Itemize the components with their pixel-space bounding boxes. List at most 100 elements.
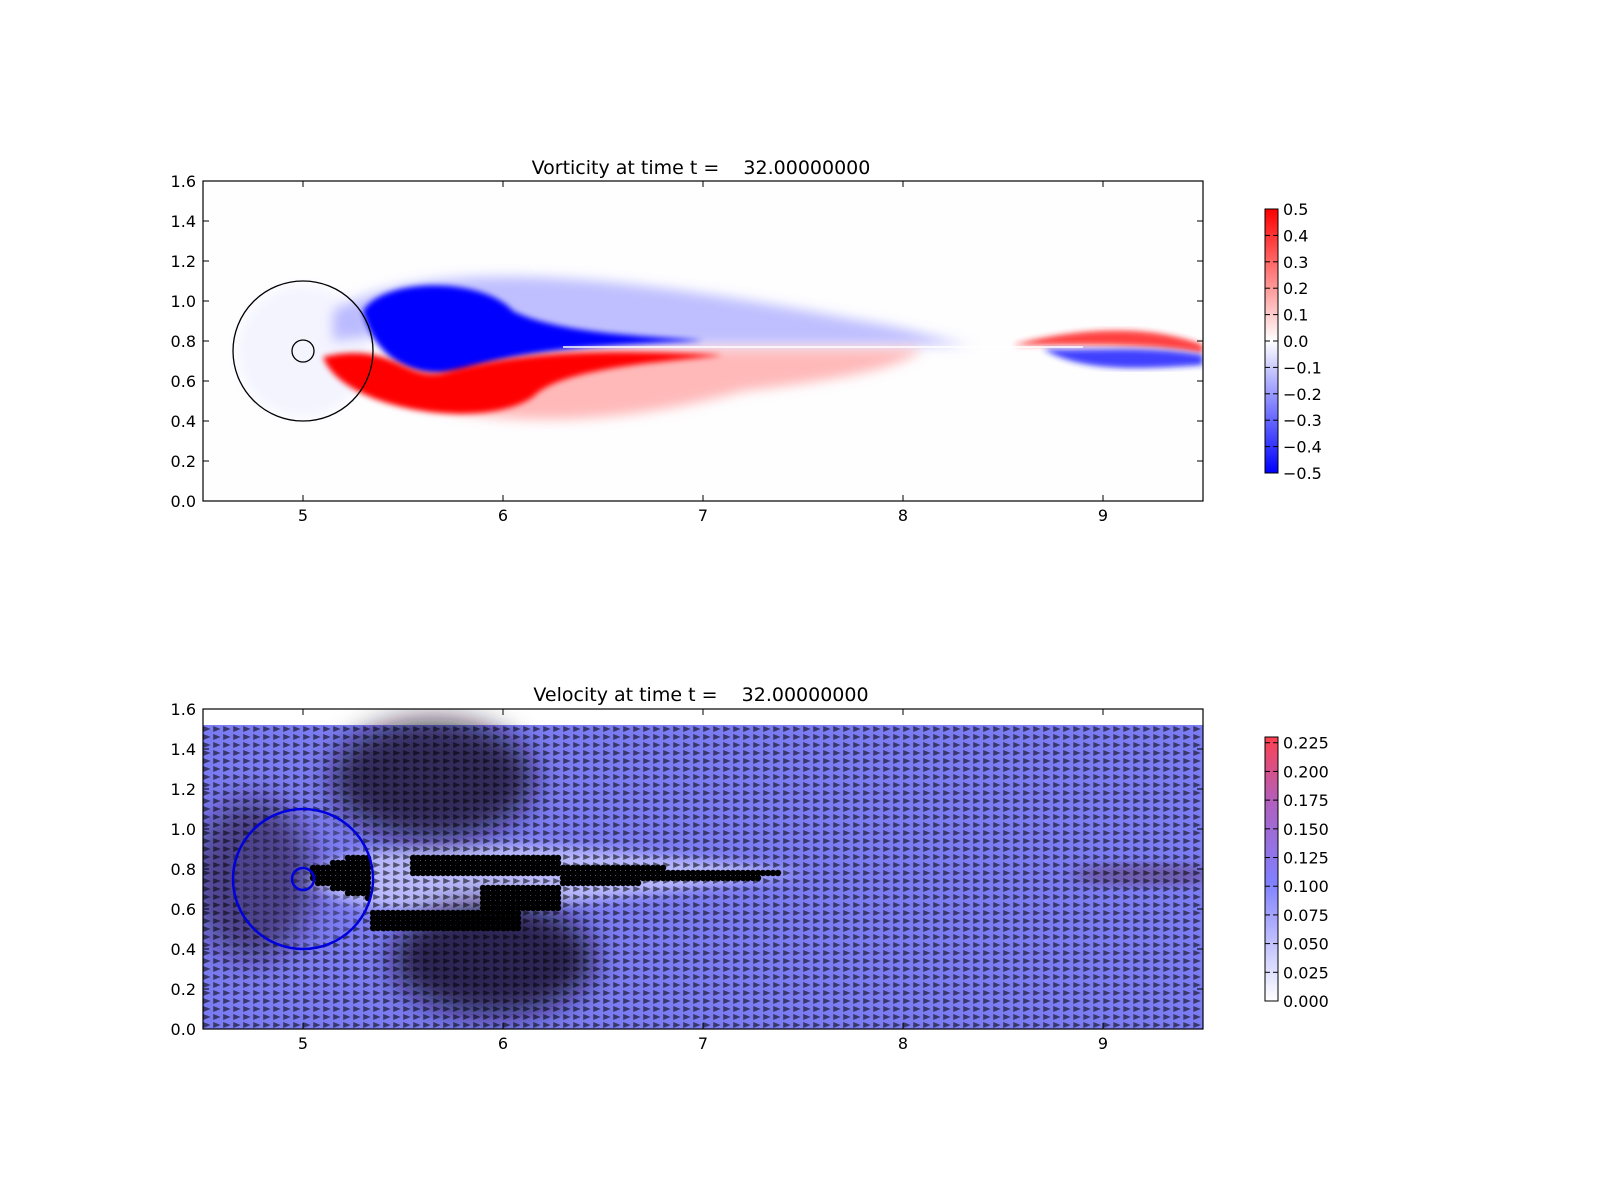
quiver-arrow [403, 998, 411, 1004]
quiver-arrow [1113, 790, 1121, 796]
quiver-arrow [1003, 1014, 1011, 1020]
quiver-arrow [723, 838, 731, 844]
quiver-arrow [893, 750, 901, 756]
wake-marker-dot [459, 869, 467, 877]
quiver-arrow [993, 950, 1001, 956]
quiver-arrow [1043, 1014, 1051, 1020]
quiver-arrow [1033, 742, 1041, 748]
quiver-arrow [783, 950, 791, 956]
quiver-arrow [863, 926, 871, 932]
quiver-arrow [1073, 734, 1081, 740]
quiver-arrow [433, 734, 441, 740]
quiver-arrow [1063, 726, 1071, 732]
quiver-arrow [1023, 854, 1031, 860]
quiver-arrow [653, 998, 661, 1004]
quiver-arrow [323, 854, 331, 860]
wake-marker-dot [424, 854, 432, 862]
wake-marker-dot [594, 864, 602, 872]
quiver-arrow [573, 774, 581, 780]
quiver-arrow [643, 974, 651, 980]
cylinder-circle [290, 866, 316, 892]
quiver-arrow [313, 926, 321, 932]
wake-marker-dot [334, 879, 342, 887]
quiver-arrow [213, 886, 221, 892]
wake-marker-dot [439, 919, 447, 927]
quiver-arrow [1193, 902, 1201, 908]
quiver-arrow [1043, 926, 1051, 932]
quiver-arrow [383, 966, 391, 972]
quiver-arrow [943, 1022, 951, 1028]
quiver-arrow [743, 1006, 751, 1012]
quiver-arrow [1183, 806, 1191, 812]
quiver-arrow [1193, 830, 1201, 836]
quiver-arrow [1193, 838, 1201, 844]
quiver-arrow [963, 958, 971, 964]
x-tick-label: 7 [698, 1034, 708, 1053]
quiver-arrow [953, 926, 961, 932]
quiver-arrow [563, 894, 571, 900]
quiver-arrow [923, 854, 931, 860]
quiver-arrow [583, 1022, 591, 1028]
quiver-arrow [293, 958, 301, 964]
quiver-arrow [1103, 838, 1111, 844]
quiver-arrow [883, 966, 891, 972]
quiver-arrow [643, 998, 651, 1004]
quiver-arrow [423, 734, 431, 740]
quiver-arrow [1123, 854, 1131, 860]
wake-marker-dot [409, 909, 417, 917]
quiver-arrow [973, 998, 981, 1004]
wake-marker-dot [709, 869, 717, 877]
quiver-arrow [283, 886, 291, 892]
quiver-arrow [953, 982, 961, 988]
quiver-arrow [543, 878, 551, 884]
quiver-arrow [563, 942, 571, 948]
quiver-arrow [293, 974, 301, 980]
wake-marker-dot [314, 874, 322, 882]
wake-marker-dot [744, 869, 752, 877]
quiver-arrow [1083, 758, 1091, 764]
wake-marker-dot [464, 919, 472, 927]
wake-marker-dot [484, 899, 492, 907]
wake-marker-dot [634, 869, 642, 877]
quiver-arrow [403, 790, 411, 796]
quiver-arrow [1103, 1014, 1111, 1020]
wake-marker-dot [344, 859, 352, 867]
quiver-arrow [713, 862, 721, 868]
wake-marker-dot [419, 854, 427, 862]
quiver-arrow [693, 918, 701, 924]
quiver-arrow [203, 950, 211, 956]
quiver-arrow [1013, 822, 1021, 828]
quiver-arrow [363, 918, 371, 924]
wake-marker-dot [499, 894, 507, 902]
quiver-arrow [873, 814, 881, 820]
wake-marker-dot [659, 869, 667, 877]
quiver-arrow [243, 926, 251, 932]
quiver-arrow [853, 806, 861, 812]
quiver-arrow [583, 846, 591, 852]
quiver-arrow [733, 830, 741, 836]
quiver-arrow [933, 934, 941, 940]
quiver-arrow [283, 902, 291, 908]
quiver-arrow [703, 1006, 711, 1012]
wake-marker-dot [474, 859, 482, 867]
quiver-arrow [613, 902, 621, 908]
quiver-arrow [213, 814, 221, 820]
quiver-arrow [1113, 1014, 1121, 1020]
quiver-arrow [1083, 998, 1091, 1004]
quiver-arrow [1003, 790, 1011, 796]
quiver-arrow [783, 726, 791, 732]
quiver-arrow [973, 742, 981, 748]
quiver-arrow [983, 990, 991, 996]
wake-marker-dot [469, 869, 477, 877]
quiver-arrow [1063, 830, 1071, 836]
quiver-arrow [1073, 798, 1081, 804]
quiver-arrow [303, 734, 311, 740]
quiver-arrow [813, 950, 821, 956]
quiver-arrow [373, 822, 381, 828]
quiver-arrow [833, 838, 841, 844]
quiver-arrow [1053, 814, 1061, 820]
quiver-arrow [1103, 902, 1111, 908]
quiver-arrow [1103, 726, 1111, 732]
quiver-arrow [413, 990, 421, 996]
quiver-arrow [663, 774, 671, 780]
